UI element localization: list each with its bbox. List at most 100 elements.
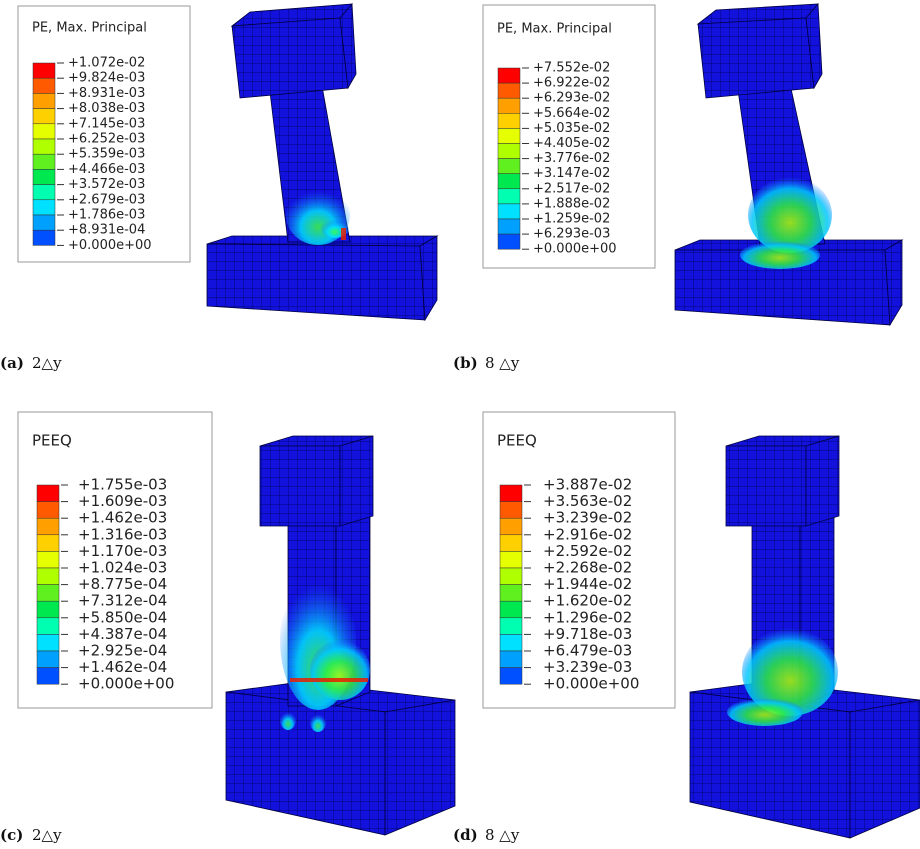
- legend-swatch: [36, 534, 60, 552]
- mesh-face: [725, 445, 807, 527]
- legend-label: +2.925e-04: [78, 642, 167, 660]
- legend-label: +6.293e-02: [533, 91, 610, 106]
- mesh-face: [884, 239, 903, 327]
- legend-swatch: [32, 153, 56, 170]
- legend-swatch: [32, 93, 56, 109]
- legend-swatch: [497, 233, 521, 250]
- legend-label: +0.000e+00: [533, 242, 617, 257]
- legend-label: +2.517e-02: [533, 181, 610, 196]
- legend-label: +3.239e-02: [543, 509, 632, 527]
- contour-hotspot: [742, 628, 838, 716]
- legend-label: +5.359e-03: [68, 147, 145, 162]
- legend-label: +8.931e-04: [68, 223, 145, 238]
- legend-swatch: [36, 617, 60, 635]
- legend-swatch: [36, 484, 60, 502]
- legend-swatch: [497, 113, 521, 129]
- legend-swatch: [497, 67, 521, 84]
- legend-swatch: [32, 199, 56, 216]
- legend-swatch: [32, 229, 56, 246]
- mesh-face: [339, 2, 357, 90]
- legend-label: +6.252e-03: [68, 132, 145, 147]
- fe-model: [674, 2, 904, 327]
- legend-label: +1.296e-02: [543, 608, 632, 626]
- contour-hotspot: [310, 712, 326, 732]
- legend-label: +0.000e+00: [543, 675, 639, 693]
- legend-label: +1.462e-04: [78, 658, 167, 676]
- legend-label: +1.944e-02: [543, 575, 632, 593]
- contour-hotspot: [310, 640, 370, 700]
- contour-peak: [341, 228, 346, 240]
- legend-label: +2.268e-02: [543, 559, 632, 577]
- legend-label: +1.462e-03: [78, 509, 167, 527]
- legend-label: +1.609e-03: [78, 492, 167, 510]
- caption-text: 2△y: [32, 354, 62, 372]
- legend-swatch: [497, 173, 521, 190]
- caption-label: (a): [0, 354, 24, 372]
- legend-swatch: [499, 501, 523, 519]
- legend-label: +8.775e-04: [78, 575, 167, 593]
- legend-label: +1.170e-03: [78, 542, 167, 560]
- legend-swatch: [499, 534, 523, 552]
- legend-label: +8.038e-03: [68, 101, 145, 116]
- legend-swatch: [499, 617, 523, 635]
- legend-title: PEEQ: [497, 432, 537, 450]
- legend-label: +1.786e-03: [68, 208, 145, 223]
- legend-label: +3.239e-03: [543, 658, 632, 676]
- legend-swatch: [497, 218, 521, 235]
- legend-swatch: [36, 634, 60, 652]
- legend-swatch: [497, 82, 521, 99]
- legend-label: +1.888e-02: [533, 196, 610, 211]
- legend-swatch: [36, 551, 60, 569]
- legend-label: +1.072e-02: [68, 56, 145, 71]
- legend-swatch: [497, 97, 521, 114]
- legend-swatch: [36, 667, 60, 685]
- mesh-face: [849, 699, 920, 839]
- mesh-face: [259, 445, 341, 527]
- legend-swatch: [36, 650, 60, 668]
- fe-model: [689, 435, 920, 839]
- legend-label: +3.563e-02: [543, 492, 632, 510]
- legend-swatch: [36, 517, 60, 536]
- legend-label: +2.916e-02: [543, 525, 632, 543]
- legend-label: +9.718e-03: [543, 625, 632, 643]
- legend-swatch: [32, 184, 56, 201]
- legend-label: +8.931e-03: [68, 86, 145, 101]
- legend-swatch: [36, 584, 60, 602]
- legend-label: +3.572e-03: [68, 177, 145, 192]
- legend-swatch: [36, 600, 60, 619]
- legend-label: +1.024e-03: [78, 559, 167, 577]
- legend-swatch: [32, 62, 56, 79]
- legend-label: +0.000e+00: [68, 238, 152, 253]
- legend-swatch: [497, 203, 521, 220]
- legend-swatch: [32, 214, 56, 231]
- mesh-face: [805, 435, 840, 527]
- fe-model: [225, 435, 456, 836]
- legend-label: +0.000e+00: [78, 675, 174, 693]
- legend-swatch: [32, 77, 56, 94]
- legend-swatch: [36, 501, 60, 519]
- legend-swatch: [497, 128, 521, 144]
- fe-model: [206, 2, 439, 322]
- legend-title: PEEQ: [32, 432, 72, 450]
- mesh-face: [206, 243, 426, 321]
- mesh-face: [384, 699, 456, 836]
- legend-swatch: [32, 108, 56, 125]
- contour-hotspot: [748, 177, 832, 253]
- mesh-face: [419, 235, 438, 322]
- mesh-face: [339, 435, 374, 527]
- legend-swatch: [497, 158, 521, 174]
- legend-swatch: [32, 169, 56, 185]
- legend-swatch: [499, 584, 523, 602]
- legend-label: +6.293e-03: [533, 227, 610, 242]
- legend-swatch: [499, 567, 523, 585]
- legend-label: +5.664e-02: [533, 106, 610, 121]
- legend-label: +1.755e-03: [78, 476, 167, 494]
- mesh-face: [231, 17, 349, 99]
- legend-label: +4.405e-02: [533, 136, 610, 151]
- legend-swatch: [36, 567, 60, 585]
- legend-swatch: [499, 517, 523, 536]
- legend-label: +1.620e-02: [543, 592, 632, 610]
- mesh-face: [697, 17, 815, 99]
